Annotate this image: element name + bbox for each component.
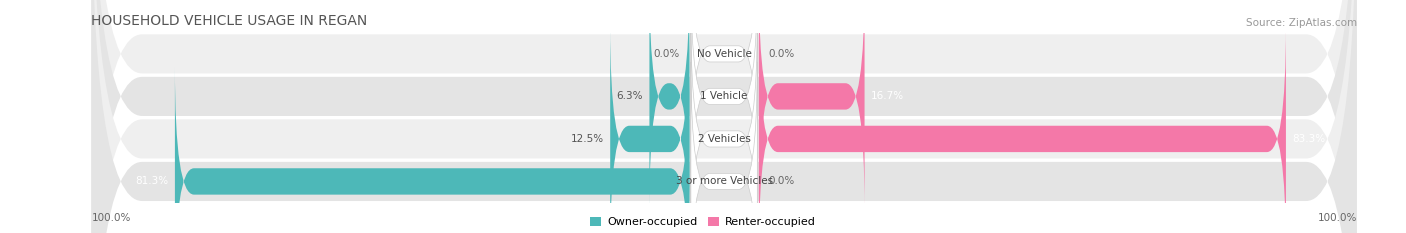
Text: Source: ZipAtlas.com: Source: ZipAtlas.com xyxy=(1246,18,1357,28)
FancyBboxPatch shape xyxy=(610,24,689,233)
FancyBboxPatch shape xyxy=(690,19,758,233)
FancyBboxPatch shape xyxy=(690,62,758,233)
Text: 81.3%: 81.3% xyxy=(135,176,169,186)
Text: 0.0%: 0.0% xyxy=(654,49,679,59)
Text: 1 Vehicle: 1 Vehicle xyxy=(700,91,748,101)
Text: 3 or more Vehicles: 3 or more Vehicles xyxy=(675,176,773,186)
Text: 0.0%: 0.0% xyxy=(768,176,794,186)
Text: No Vehicle: No Vehicle xyxy=(696,49,752,59)
Text: HOUSEHOLD VEHICLE USAGE IN REGAN: HOUSEHOLD VEHICLE USAGE IN REGAN xyxy=(91,14,367,28)
Text: 12.5%: 12.5% xyxy=(571,134,603,144)
FancyBboxPatch shape xyxy=(174,67,689,233)
FancyBboxPatch shape xyxy=(759,0,865,211)
Text: 16.7%: 16.7% xyxy=(870,91,904,101)
Legend: Owner-occupied, Renter-occupied: Owner-occupied, Renter-occupied xyxy=(591,217,815,227)
FancyBboxPatch shape xyxy=(690,0,758,216)
FancyBboxPatch shape xyxy=(91,0,1357,233)
FancyBboxPatch shape xyxy=(91,0,1357,233)
Text: 0.0%: 0.0% xyxy=(768,49,794,59)
Text: 2 Vehicles: 2 Vehicles xyxy=(697,134,751,144)
Text: 100.0%: 100.0% xyxy=(1317,213,1357,223)
FancyBboxPatch shape xyxy=(91,0,1357,233)
FancyBboxPatch shape xyxy=(759,24,1286,233)
FancyBboxPatch shape xyxy=(690,0,758,173)
FancyBboxPatch shape xyxy=(91,0,1357,233)
Text: 6.3%: 6.3% xyxy=(617,91,643,101)
Text: 83.3%: 83.3% xyxy=(1292,134,1326,144)
Text: 100.0%: 100.0% xyxy=(91,213,131,223)
FancyBboxPatch shape xyxy=(650,0,689,211)
